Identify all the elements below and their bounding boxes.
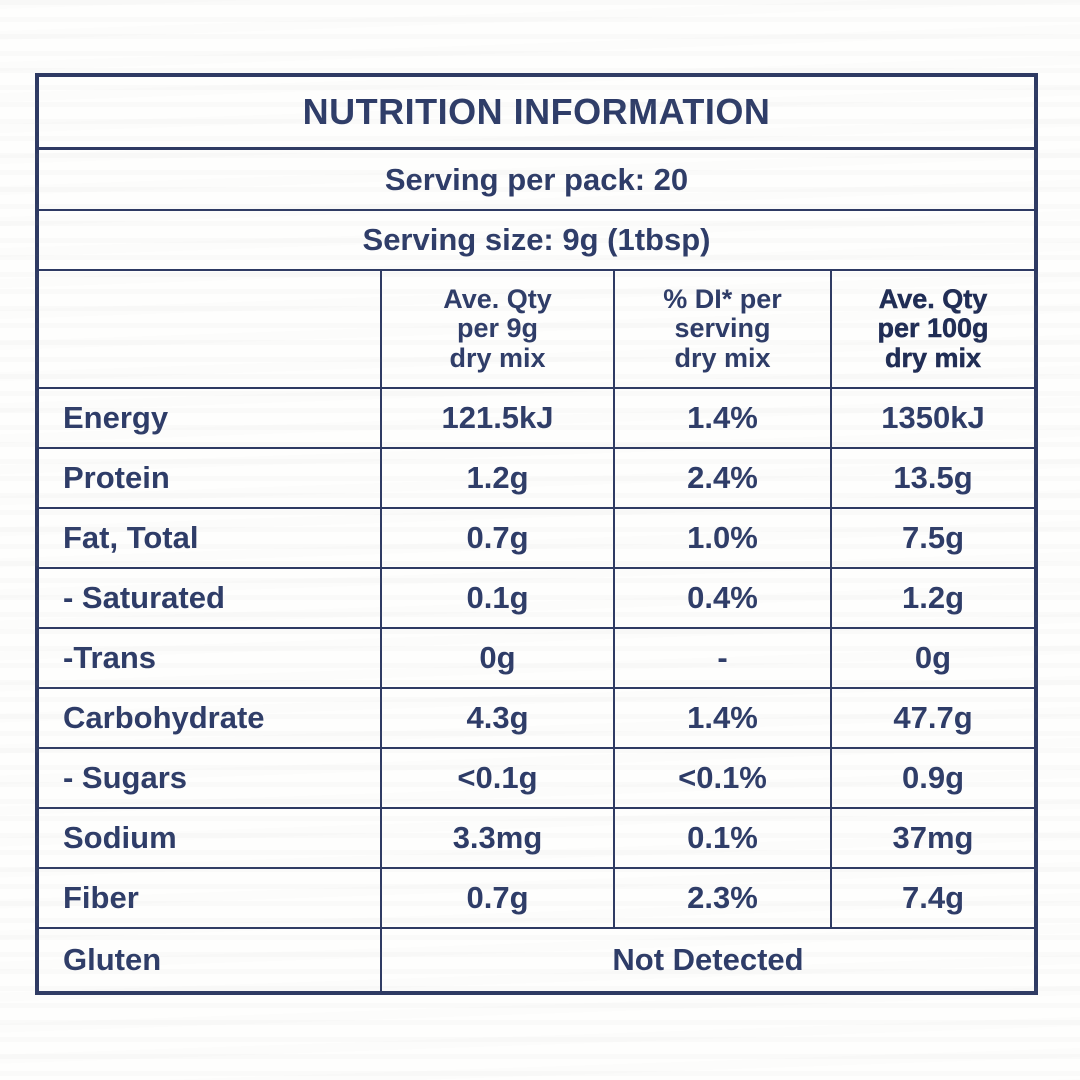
column-header-qty-per-serving: Ave. Qty per 9g dry mix: [380, 269, 613, 387]
qty-9g-value: <0.1g: [380, 747, 613, 807]
qty-100g-value: 1350kJ: [830, 387, 1034, 447]
nutrient-label-fiber: Fiber: [39, 867, 380, 927]
column-header-line: per 100g: [877, 313, 989, 344]
column-header-line: per 9g: [456, 313, 539, 344]
di-value: 0.4%: [613, 567, 830, 627]
nutrient-label-gluten: Gluten: [39, 927, 380, 991]
column-header-line: Ave. Qty: [878, 284, 988, 315]
di-value: <0.1%: [613, 747, 830, 807]
serving-per-pack-text: Serving per pack: 20: [39, 147, 1034, 209]
nutrition-information-panel: NUTRITION INFORMATION Serving per pack: …: [35, 73, 1038, 995]
nutrient-label-sugars: - Sugars: [39, 747, 380, 807]
di-value: 2.3%: [613, 867, 830, 927]
qty-9g-value: 3.3mg: [380, 807, 613, 867]
nutrient-label-fat-total: Fat, Total: [39, 507, 380, 567]
nutrient-label-carbohydrate: Carbohydrate: [39, 687, 380, 747]
column-header-line: dry mix: [884, 342, 982, 373]
qty-9g-value: 121.5kJ: [380, 387, 613, 447]
column-header-spacer: [39, 269, 380, 387]
qty-9g-value: 0g: [380, 627, 613, 687]
qty-9g-value: 1.2g: [380, 447, 613, 507]
column-header-line: serving: [674, 313, 771, 344]
di-value: 2.4%: [613, 447, 830, 507]
qty-9g-value: 4.3g: [380, 687, 613, 747]
nutrient-label-sodium: Sodium: [39, 807, 380, 867]
column-header-line: dry mix: [449, 342, 546, 373]
qty-9g-value: 0.7g: [380, 507, 613, 567]
di-value: 0.1%: [613, 807, 830, 867]
nutrient-label-protein: Protein: [39, 447, 380, 507]
qty-9g-value: 0.7g: [380, 867, 613, 927]
qty-100g-value: 37mg: [830, 807, 1034, 867]
di-value: 1.4%: [613, 387, 830, 447]
column-header-line: % DI* per: [663, 284, 782, 315]
column-header-qty-per-100g: Ave. Qty per 100g dry mix: [830, 269, 1034, 387]
panel-title: NUTRITION INFORMATION: [302, 91, 771, 132]
nutrient-label-energy: Energy: [39, 387, 380, 447]
nutrient-label-saturated: - Saturated: [39, 567, 380, 627]
qty-100g-value: 1.2g: [830, 567, 1034, 627]
qty-100g-value: 0g: [830, 627, 1034, 687]
qty-100g-value: 7.4g: [830, 867, 1034, 927]
column-header-line: dry mix: [674, 342, 771, 373]
column-header-di-per-serving: % DI* per serving dry mix: [613, 269, 830, 387]
serving-size-text: Serving size: 9g (1tbsp): [39, 209, 1034, 269]
di-value: 1.4%: [613, 687, 830, 747]
qty-100g-value: 7.5g: [830, 507, 1034, 567]
qty-100g-value: 0.9g: [830, 747, 1034, 807]
qty-100g-value: 13.5g: [830, 447, 1034, 507]
gluten-result-value: Not Detected: [380, 927, 1034, 991]
column-header-line: Ave. Qty: [443, 284, 552, 315]
qty-9g-value: 0.1g: [380, 567, 613, 627]
di-value: -: [613, 627, 830, 687]
di-value: 1.0%: [613, 507, 830, 567]
nutrient-label-trans: -Trans: [39, 627, 380, 687]
qty-100g-value: 47.7g: [830, 687, 1034, 747]
